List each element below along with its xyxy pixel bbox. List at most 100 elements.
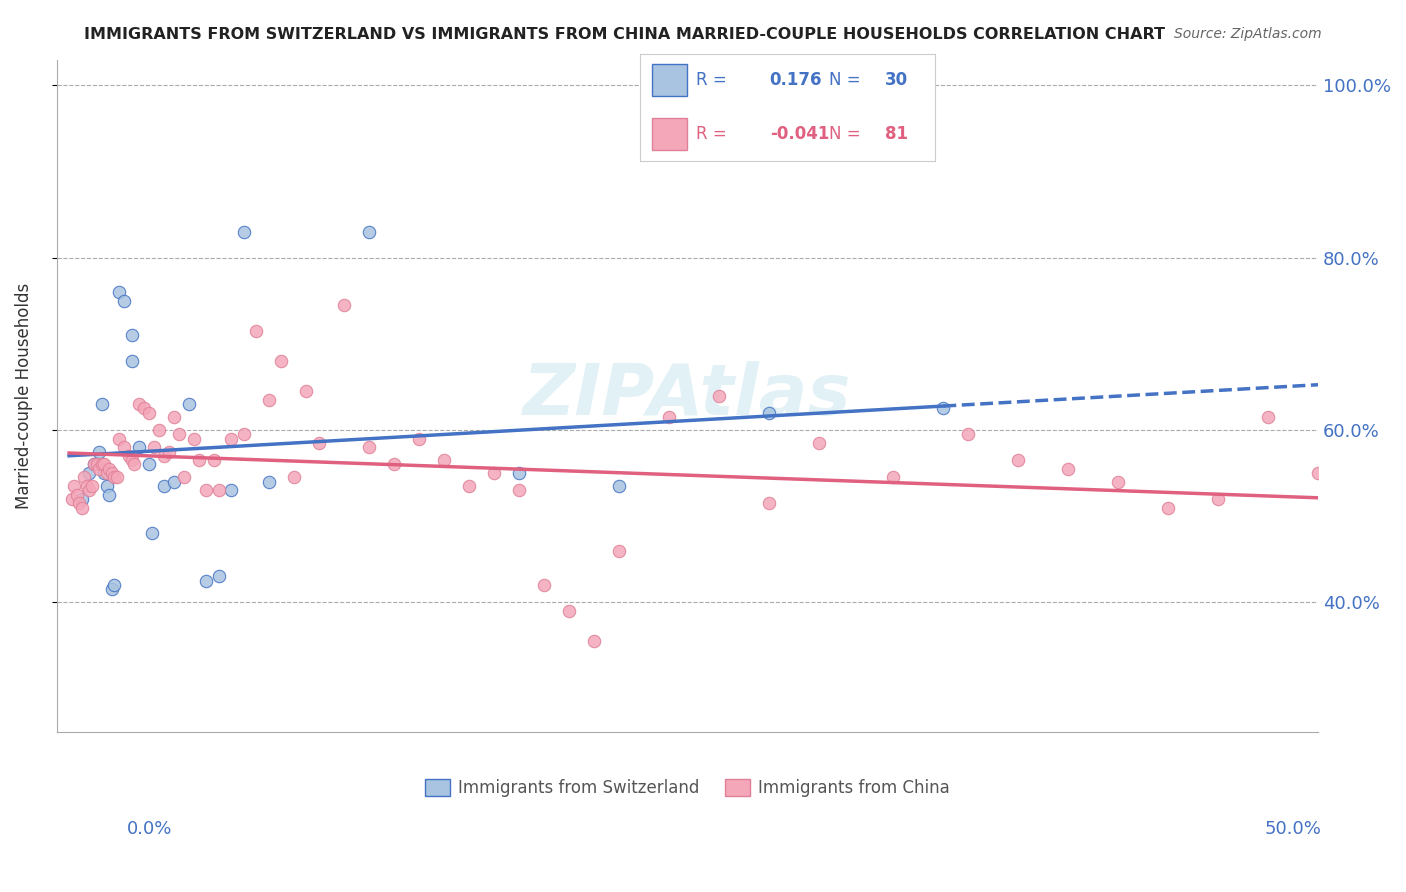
Point — [758, 406, 780, 420]
Point — [87, 444, 110, 458]
Point — [103, 578, 125, 592]
Point — [100, 466, 122, 480]
Point — [118, 449, 141, 463]
Point — [202, 453, 225, 467]
Point — [80, 479, 103, 493]
Point — [163, 475, 186, 489]
Point — [508, 483, 530, 498]
Point — [557, 604, 579, 618]
Point — [195, 483, 218, 498]
Point — [807, 436, 830, 450]
Point — [508, 466, 530, 480]
Point — [132, 401, 155, 416]
Point — [163, 410, 186, 425]
Point — [270, 354, 292, 368]
Point — [60, 491, 83, 506]
Point — [1308, 466, 1330, 480]
Point — [67, 496, 90, 510]
Point — [177, 397, 200, 411]
Point — [408, 432, 430, 446]
Point — [188, 453, 211, 467]
Point — [208, 483, 231, 498]
Point — [141, 526, 163, 541]
Point — [76, 479, 98, 493]
Text: ZIPAtlas: ZIPAtlas — [523, 361, 852, 430]
Point — [83, 458, 105, 472]
Point — [658, 410, 681, 425]
Text: Source: ZipAtlas.com: Source: ZipAtlas.com — [1174, 27, 1322, 41]
Point — [283, 470, 305, 484]
Point — [1057, 462, 1080, 476]
Point — [233, 225, 256, 239]
Point — [308, 436, 330, 450]
Point — [932, 401, 955, 416]
Point — [257, 392, 280, 407]
Text: R =: R = — [696, 125, 727, 143]
Text: IMMIGRANTS FROM SWITZERLAND VS IMMIGRANTS FROM CHINA MARRIED-COUPLE HOUSEHOLDS C: IMMIGRANTS FROM SWITZERLAND VS IMMIGRANT… — [84, 27, 1166, 42]
Point — [607, 479, 630, 493]
Point — [112, 440, 135, 454]
Bar — [651, 64, 688, 96]
Text: N =: N = — [828, 71, 860, 89]
Point — [707, 388, 730, 402]
Legend: Immigrants from Switzerland, Immigrants from China: Immigrants from Switzerland, Immigrants … — [419, 772, 956, 804]
Point — [103, 470, 125, 484]
Point — [77, 466, 100, 480]
Point — [758, 496, 780, 510]
Point — [96, 479, 118, 493]
Point — [221, 483, 243, 498]
Point — [153, 449, 176, 463]
Point — [143, 440, 166, 454]
Y-axis label: Married-couple Households: Married-couple Households — [15, 283, 32, 508]
Point — [98, 488, 121, 502]
Text: R =: R = — [696, 71, 727, 89]
Point — [93, 466, 115, 480]
Point — [90, 458, 112, 472]
Point — [121, 354, 143, 368]
Point — [382, 458, 405, 472]
Point — [148, 423, 170, 437]
Point — [183, 432, 205, 446]
Text: 50.0%: 50.0% — [1265, 820, 1322, 838]
Text: -0.041: -0.041 — [769, 125, 830, 143]
Point — [233, 427, 256, 442]
Point — [1107, 475, 1129, 489]
Point — [128, 440, 150, 454]
Point — [533, 578, 555, 592]
Point — [221, 432, 243, 446]
Point — [87, 462, 110, 476]
Point — [153, 479, 176, 493]
Point — [173, 470, 195, 484]
Point — [121, 453, 143, 467]
Bar — [651, 118, 688, 150]
Point — [105, 470, 128, 484]
Point — [195, 574, 218, 588]
Point — [1007, 453, 1029, 467]
Point — [138, 406, 160, 420]
Point — [1157, 500, 1180, 515]
Point — [957, 427, 980, 442]
Point — [70, 500, 93, 515]
Point — [77, 483, 100, 498]
Point — [333, 298, 356, 312]
Text: 81: 81 — [884, 125, 908, 143]
Point — [457, 479, 479, 493]
Point — [295, 384, 318, 399]
Point — [86, 458, 108, 472]
Point — [357, 440, 380, 454]
Point — [882, 470, 904, 484]
Point — [63, 479, 86, 493]
Point — [433, 453, 456, 467]
Point — [65, 488, 87, 502]
Text: N =: N = — [828, 125, 860, 143]
Point — [167, 427, 190, 442]
Point — [357, 225, 380, 239]
Point — [96, 466, 118, 480]
Point — [157, 444, 180, 458]
Text: 0.176: 0.176 — [769, 71, 823, 89]
Point — [100, 582, 122, 597]
Point — [83, 458, 105, 472]
Point — [607, 543, 630, 558]
Point — [128, 397, 150, 411]
Point — [482, 466, 505, 480]
